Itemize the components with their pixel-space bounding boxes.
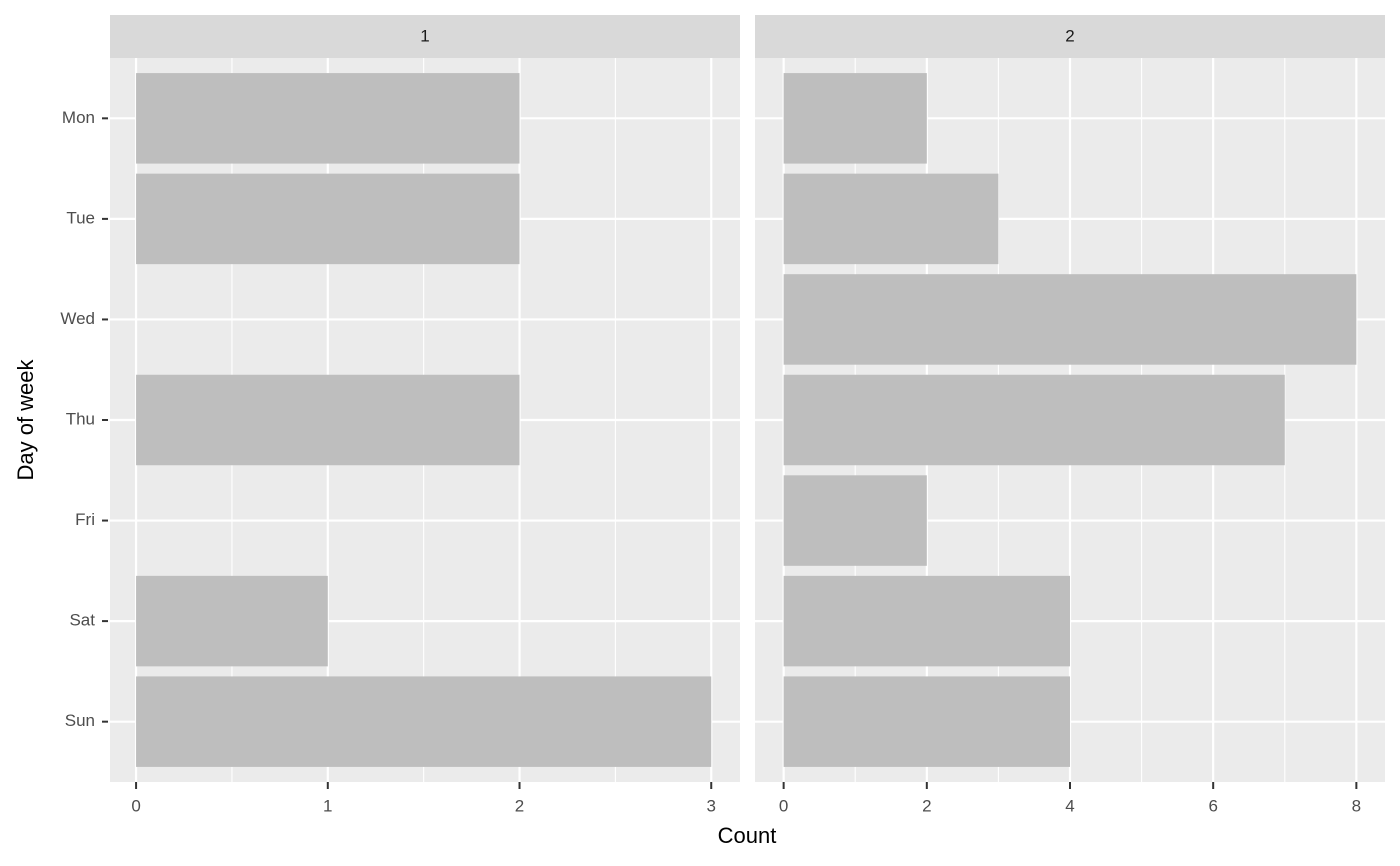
x-tick-label: 8 [1352,796,1361,815]
y-tick-label: Sat [69,611,95,630]
bar [136,676,712,767]
y-tick-label: Fri [75,510,95,529]
y-tick-label: Mon [62,108,95,127]
x-tick-label: 2 [922,796,931,815]
bar [136,173,520,265]
bar [783,575,1070,667]
strip [110,15,740,58]
x-tick-label: 4 [1065,796,1074,815]
strip-label: 2 [1065,26,1074,45]
bar [783,374,1285,466]
x-tick-label: 2 [515,796,524,815]
x-tick-label: 0 [779,796,788,815]
bar [783,475,927,566]
strip [755,15,1385,58]
x-axis-title: Count [718,823,777,848]
bar [783,676,1070,767]
strip-label: 1 [420,26,429,45]
y-tick-label: Tue [66,208,95,227]
y-axis-title: Day of week [13,358,38,480]
bar [783,173,999,265]
bar [136,73,520,164]
bar [783,274,1357,365]
x-tick-label: 6 [1208,796,1217,815]
bar [136,374,520,466]
y-tick-label: Sun [65,711,95,730]
bar [136,575,328,667]
y-tick-label: Wed [60,309,95,328]
x-tick-label: 0 [131,796,140,815]
y-tick-label: Thu [66,409,95,428]
bar [783,73,927,164]
x-tick-label: 3 [707,796,716,815]
x-tick-label: 1 [323,796,332,815]
